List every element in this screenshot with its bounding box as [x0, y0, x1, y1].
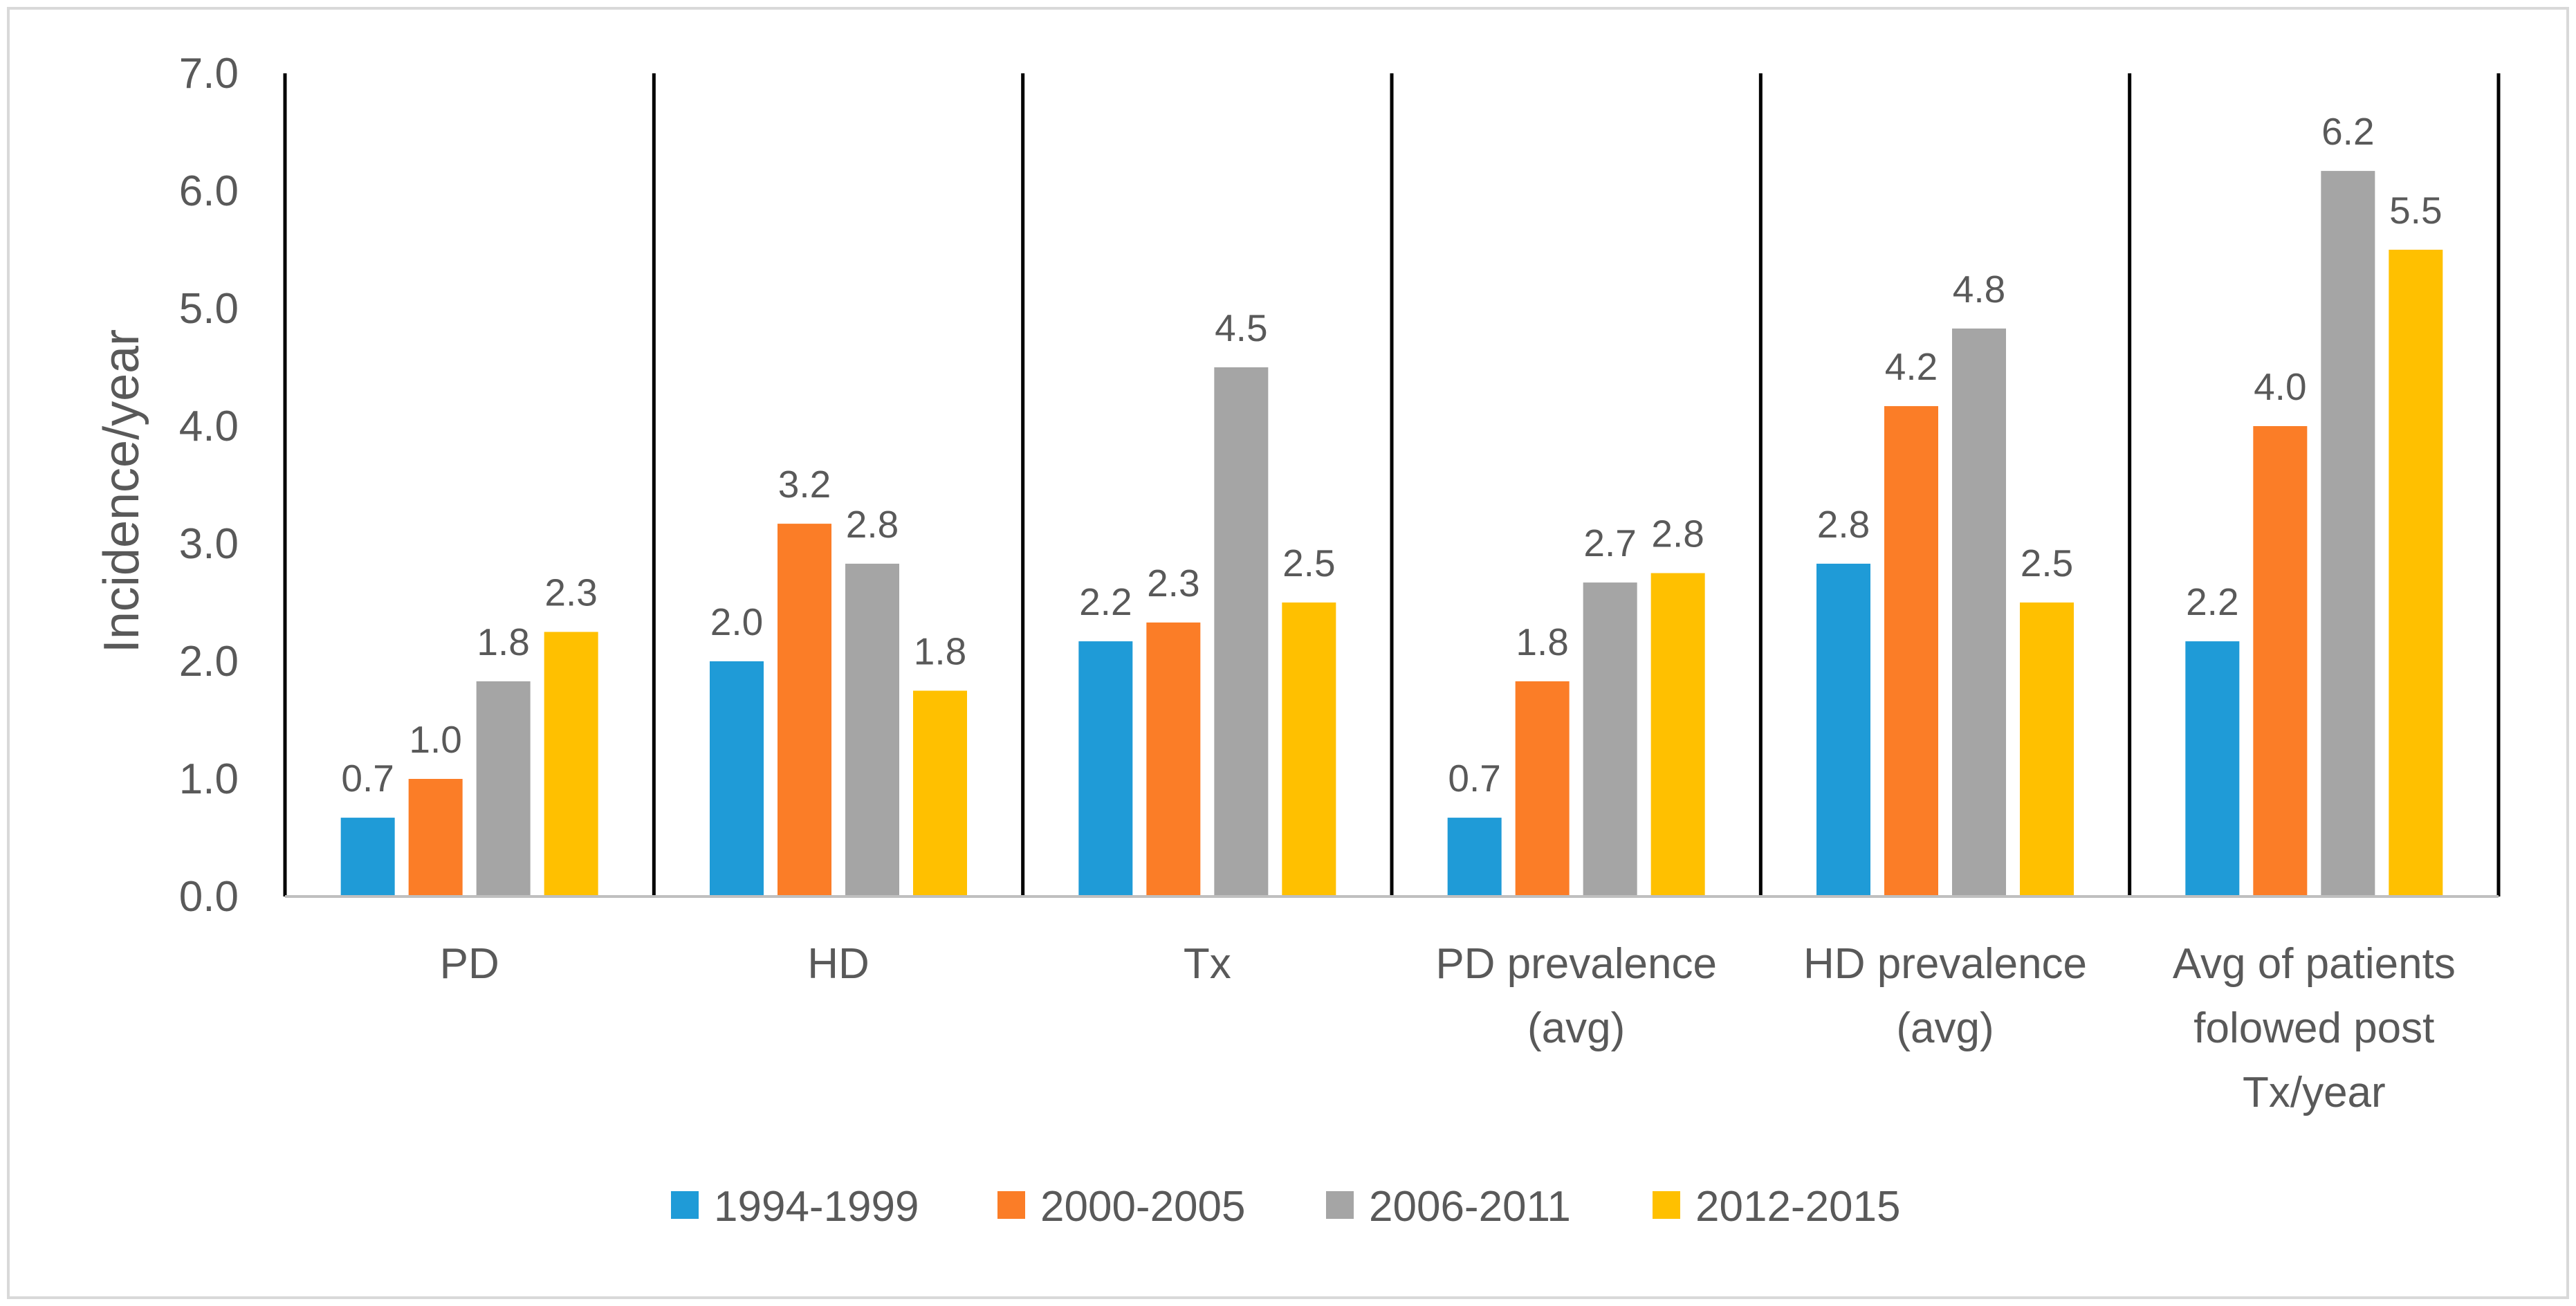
category-label: HD [807, 940, 870, 988]
y-tick-label: 3.0 [179, 520, 239, 568]
legend-label: 2006-2011 [1369, 1183, 1571, 1231]
data-label: 4.2 [1885, 345, 1938, 388]
bar [340, 818, 395, 896]
data-label: 2.7 [1583, 522, 1636, 564]
category-label-group: PD HD Tx PD prevalence (avg) HD prevalence (av… [440, 940, 2456, 1116]
data-label: 1.0 [409, 718, 461, 761]
bar [1078, 641, 1133, 896]
legend-label: 1994-1999 [714, 1183, 919, 1231]
legend-label: 2000-2005 [1040, 1183, 1246, 1231]
data-label: 3.2 [778, 463, 831, 506]
bar [913, 690, 967, 896]
data-label: 2.2 [1079, 580, 1132, 623]
y-tick-label: 0.0 [179, 873, 239, 921]
bar [1816, 563, 1870, 896]
bar [1282, 603, 1336, 896]
bar [2389, 250, 2443, 896]
legend: 1994-1999 2000-2005 2006-2011 2012-2015 [671, 1183, 1901, 1231]
y-tick-label: 6.0 [179, 167, 239, 215]
y-tick-label: 5.0 [179, 285, 239, 333]
y-axis-title: Incidence/year [94, 329, 149, 653]
data-label: 0.7 [1448, 757, 1500, 800]
y-axis-ticks: 0.0 1.0 2.0 3.0 4.0 5.0 6.0 7.0 [179, 50, 239, 921]
bar [1214, 367, 1269, 896]
data-label: 2.0 [710, 600, 763, 643]
data-label: 6.2 [2321, 110, 2374, 153]
bar [1447, 818, 1502, 896]
category-label: Tx/year [2243, 1069, 2386, 1116]
category-label: HD prevalence [1803, 940, 2087, 988]
bar [778, 524, 831, 896]
y-tick-label: 2.0 [179, 638, 239, 686]
legend-swatch [671, 1191, 699, 1219]
bar [1952, 328, 2006, 896]
data-label: 2.5 [2021, 542, 2073, 585]
data-label: 2.8 [846, 503, 899, 546]
data-label: 2.3 [544, 571, 597, 614]
y-tick-label: 4.0 [179, 403, 239, 450]
data-label: 4.0 [2254, 365, 2306, 408]
category-label: PD [440, 940, 499, 988]
data-label: 0.7 [341, 757, 394, 800]
bar [544, 632, 598, 896]
data-label: 1.8 [1516, 620, 1568, 663]
bar [1146, 622, 1201, 896]
bar [2253, 426, 2308, 896]
legend-label: 2012-2015 [1695, 1183, 1901, 1231]
category-label: Avg of patients [2173, 940, 2456, 988]
bar [2321, 171, 2375, 897]
data-label: 4.5 [1215, 306, 1267, 349]
bar [845, 563, 899, 896]
bar [1884, 406, 1938, 896]
bar [1650, 573, 1705, 896]
bar [2185, 641, 2240, 896]
data-label-group: 0.7 1.0 1.8 2.3 2.0 3.2 2.8 1.8 2.2 2.3 4.5 2.5 0.7 1… [341, 110, 2442, 800]
bar [1583, 582, 1637, 896]
data-label: 2.2 [2186, 580, 2238, 623]
data-label: 2.5 [1282, 542, 1335, 585]
category-label: PD prevalence [1435, 940, 1717, 988]
data-label: 1.8 [914, 630, 966, 673]
data-label: 2.8 [1817, 503, 1870, 546]
category-label: folowed post [2193, 1004, 2434, 1052]
legend-swatch [997, 1191, 1025, 1219]
bar-group [340, 171, 2443, 897]
bar [408, 779, 463, 896]
category-label: (avg) [1896, 1004, 1994, 1052]
y-tick-label: 1.0 [179, 755, 239, 803]
bar [476, 681, 531, 896]
data-label: 5.5 [2389, 189, 2442, 232]
bar [710, 661, 764, 896]
category-label: (avg) [1527, 1004, 1625, 1052]
category-label: Tx [1184, 940, 1231, 988]
bar [2020, 603, 2074, 896]
data-label: 1.8 [477, 620, 529, 663]
legend-swatch [1326, 1191, 1354, 1219]
data-label: 4.8 [1953, 268, 2005, 311]
bar [1515, 681, 1570, 896]
legend-swatch [1653, 1191, 1680, 1219]
data-label: 2.3 [1147, 562, 1199, 605]
category-separators [283, 73, 2501, 896]
y-tick-label: 7.0 [179, 50, 239, 98]
data-label: 2.8 [1651, 513, 1704, 555]
